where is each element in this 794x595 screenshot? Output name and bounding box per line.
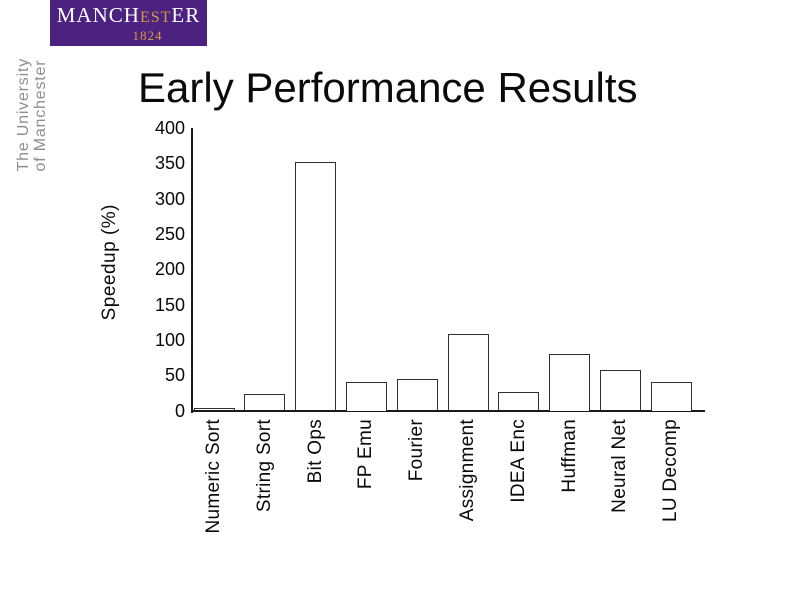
university-logo: MANCHESTER 1824 bbox=[50, 0, 207, 46]
y-axis-tick-label: 100 bbox=[154, 329, 185, 350]
y-axis-tick-label: 0 bbox=[174, 400, 185, 421]
bar-fourier bbox=[396, 379, 438, 411]
logo-text-manch: MANCH bbox=[56, 2, 140, 27]
y-axis-tick-label: 150 bbox=[154, 294, 185, 315]
y-axis-tick-label: 200 bbox=[154, 259, 185, 280]
logo-text-er: ER bbox=[171, 2, 201, 27]
bar-idea-enc bbox=[498, 392, 540, 411]
logo-text-est: EST bbox=[139, 8, 172, 26]
x-axis-category-label: String Sort bbox=[253, 419, 275, 513]
logo-wordmark: MANCHESTER bbox=[56, 2, 201, 28]
x-axis-category-label: Numeric Sort bbox=[203, 419, 224, 534]
x-axis-category-label: Neural Net bbox=[609, 419, 631, 513]
bar-numeric-sort bbox=[193, 407, 235, 411]
bar-string-sort bbox=[244, 393, 286, 411]
bar-assignment bbox=[447, 334, 489, 411]
logo-year: 1824 bbox=[132, 27, 163, 43]
y-axis-tick-label: 300 bbox=[154, 188, 185, 209]
x-axis-category-label: IDEA Enc bbox=[507, 419, 529, 503]
y-axis-tick-label: 250 bbox=[154, 223, 185, 244]
x-axis-category-label: LU Decomp bbox=[660, 419, 682, 523]
bar-lu-decomp bbox=[650, 382, 692, 411]
x-axis-category-label: FP Emu bbox=[355, 419, 377, 490]
x-axis-line bbox=[191, 409, 705, 412]
x-axis-category-label: Fourier bbox=[406, 419, 428, 482]
x-axis-category-label: Assignment bbox=[457, 419, 478, 522]
x-axis-category-label: Huffman bbox=[558, 419, 580, 493]
slide-title: Early Performance Results bbox=[138, 64, 638, 111]
bar-huffman bbox=[549, 354, 591, 411]
bar-fp-emu bbox=[345, 382, 387, 411]
y-axis-tick-label: 400 bbox=[154, 118, 185, 138]
y-axis-tick-label: 350 bbox=[154, 153, 185, 174]
bar-neural-net bbox=[599, 369, 641, 411]
y-axis-label: Speedup (%) bbox=[99, 204, 120, 321]
x-axis-category-label: Bit Ops bbox=[304, 419, 326, 484]
y-axis-line bbox=[191, 128, 193, 413]
y-axis-tick-label: 50 bbox=[164, 365, 185, 386]
bar-bit-ops bbox=[295, 161, 337, 411]
